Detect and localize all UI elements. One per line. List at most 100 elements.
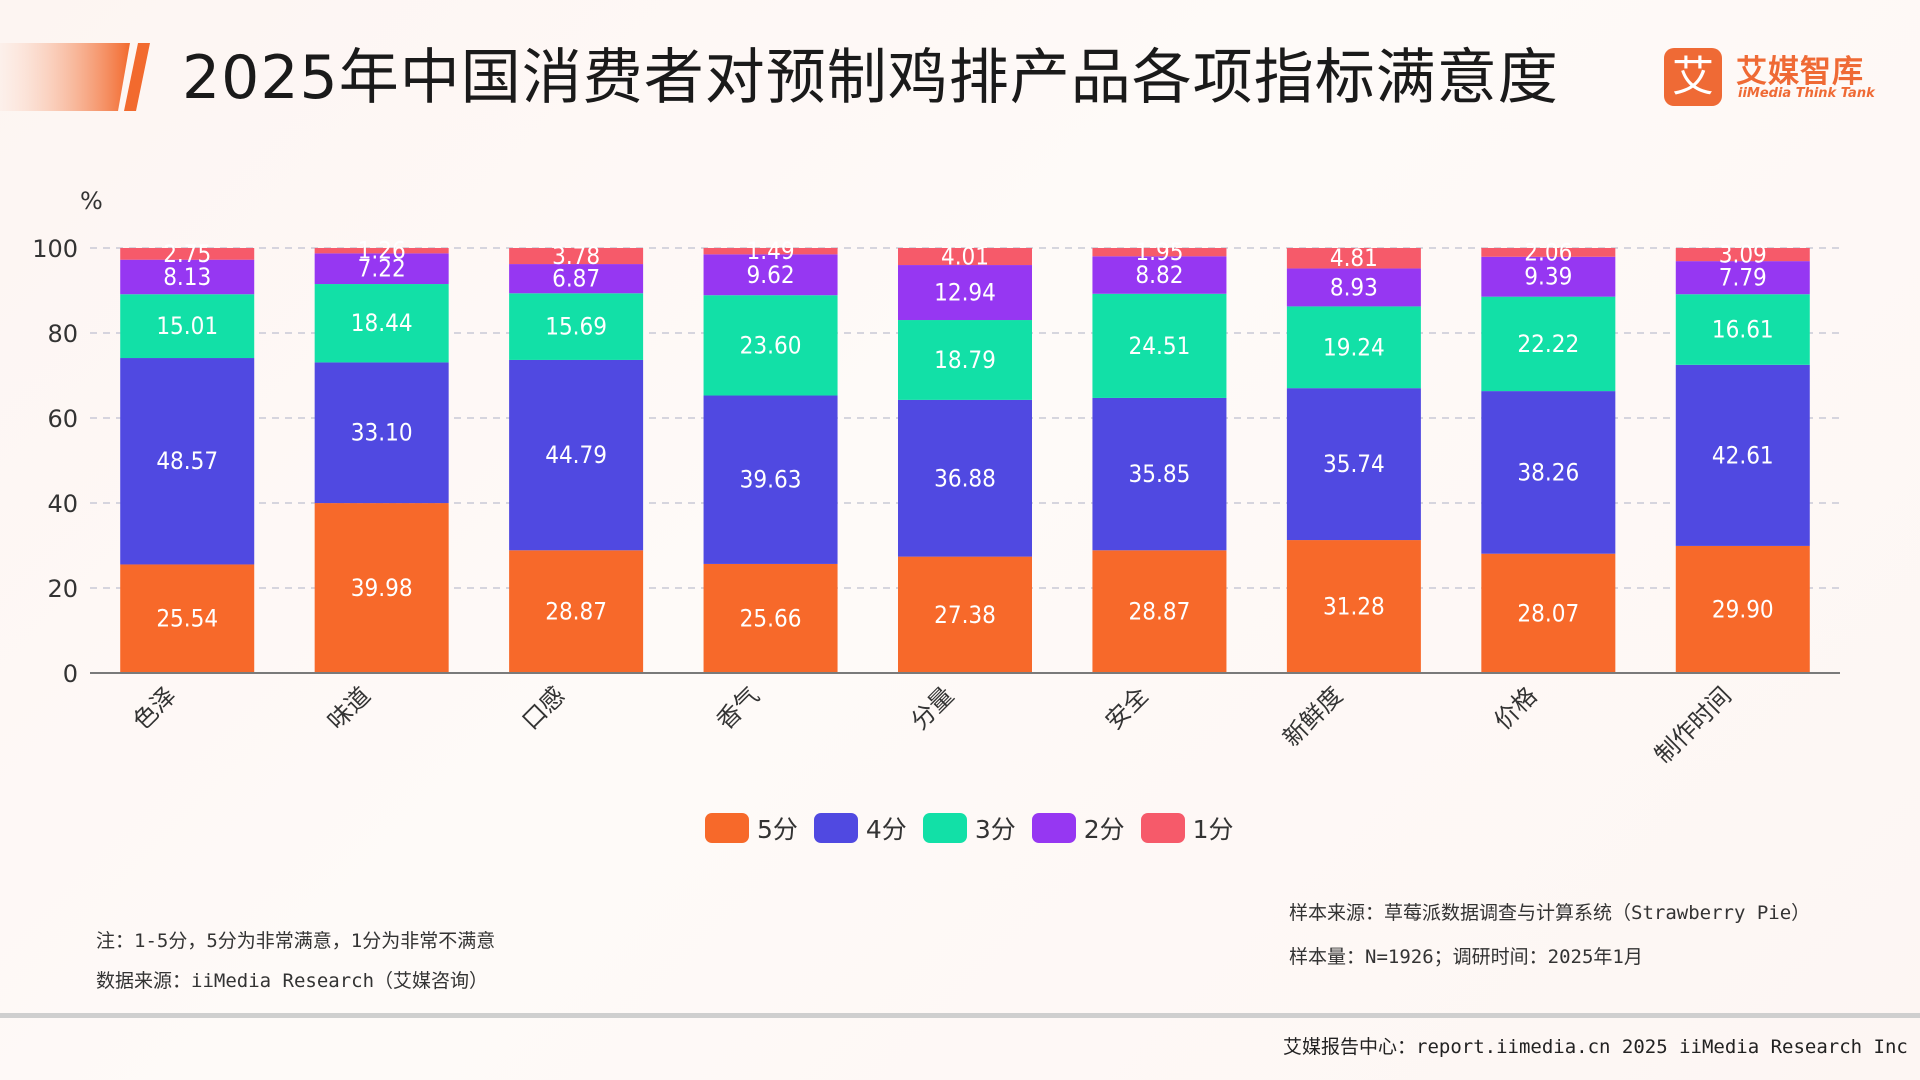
category-label: 分量 xyxy=(906,681,960,735)
legend-swatch xyxy=(922,813,967,843)
data-label: 9.39 xyxy=(1524,263,1572,291)
data-label: 3.78 xyxy=(552,242,600,270)
y-tick-label: 100 xyxy=(32,235,78,263)
bar-segment xyxy=(509,248,644,265)
iimedia-logo: 艾 艾媒智库 iiMedia Think Tank xyxy=(1664,46,1875,108)
bar-segment xyxy=(703,254,838,296)
data-label: 31.28 xyxy=(1323,593,1385,621)
legend-item: 4分 xyxy=(813,810,907,846)
data-label: 29.90 xyxy=(1712,595,1774,623)
bar-segment xyxy=(1675,261,1810,295)
bar-segment xyxy=(1286,388,1421,541)
data-label: 28.87 xyxy=(545,598,607,626)
logo-name: 艾媒智库 xyxy=(1736,54,1864,90)
bar-segment xyxy=(509,359,644,551)
legend-label: 2分 xyxy=(1083,815,1125,844)
bar-segment xyxy=(1286,540,1421,673)
bar-segment xyxy=(509,550,644,673)
legend-swatch xyxy=(1140,813,1185,843)
data-label: 1.49 xyxy=(747,237,795,265)
bar-segment xyxy=(1092,293,1227,398)
bar-segment xyxy=(120,248,255,260)
category-label: 价格 xyxy=(1489,681,1543,735)
data-label: 15.69 xyxy=(545,313,607,341)
bar-segment xyxy=(898,320,1032,400)
data-label: 15.01 xyxy=(156,312,218,340)
data-label: 18.44 xyxy=(351,309,413,337)
bar-segment xyxy=(1286,306,1421,389)
data-label: 44.79 xyxy=(545,441,607,469)
bar-segment xyxy=(1675,294,1810,365)
title-decoration xyxy=(0,43,150,111)
legend-swatch xyxy=(813,813,858,843)
data-label: 33.10 xyxy=(351,419,413,447)
legend-item: 2分 xyxy=(1031,810,1125,846)
bar-segment xyxy=(120,294,255,359)
data-label: 38.26 xyxy=(1517,458,1579,486)
data-label: 7.79 xyxy=(1719,264,1767,292)
bar-segment xyxy=(1092,550,1227,673)
legend-label: 1分 xyxy=(1192,815,1234,844)
data-label: 8.93 xyxy=(1330,273,1378,301)
bar-segment xyxy=(314,248,449,254)
bar-segment xyxy=(703,248,838,255)
scale-note: 注：1-5分，5分为非常满意，1分为非常不满意 xyxy=(96,930,496,952)
bar-segment xyxy=(1481,296,1616,392)
legend-label: 5分 xyxy=(757,815,798,844)
data-label: 22.22 xyxy=(1517,330,1579,358)
bar-segment xyxy=(703,295,838,396)
bar-segment xyxy=(314,284,449,363)
category-label: 味道 xyxy=(322,681,376,735)
data-label: 12.94 xyxy=(934,279,996,307)
y-tick-label: 20 xyxy=(47,575,78,603)
bar-segment xyxy=(898,556,1032,673)
data-label: 28.07 xyxy=(1517,599,1579,627)
bar-segment xyxy=(314,362,449,504)
data-label: 3.09 xyxy=(1719,241,1767,269)
data-label: 4.01 xyxy=(941,243,989,271)
y-tick-label: 60 xyxy=(47,405,78,433)
data-label: 1.26 xyxy=(358,237,406,265)
y-tick-label: 0 xyxy=(63,660,78,688)
category-label: 新鲜度 xyxy=(1277,681,1348,752)
bar-segment xyxy=(898,399,1032,557)
data-label: 25.66 xyxy=(740,604,802,632)
bar-segment xyxy=(898,265,1032,321)
y-axis-ticks: 0 20 40 60 80 100 xyxy=(32,235,78,688)
data-label: 18.79 xyxy=(934,346,996,374)
bar-segment xyxy=(1481,256,1616,297)
data-label: 39.98 xyxy=(351,574,413,602)
bar-segment xyxy=(1092,256,1227,294)
data-label: 42.61 xyxy=(1712,441,1774,469)
footer-text: 艾媒报告中心：report.iimedia.cn 2025 iiMedia Re… xyxy=(1283,1036,1908,1058)
sample-source-note: 样本来源：草莓派数据调查与计算系统（Strawberry Pie） xyxy=(1289,902,1811,924)
footer-divider xyxy=(0,1013,1920,1018)
category-label: 安全 xyxy=(1100,681,1154,735)
data-labels: 25.54 48.57 15.01 8.132.75 39.98 33.10 18.44 7.… xyxy=(156,237,1773,633)
data-label: 7.22 xyxy=(358,255,406,283)
chart-legend: 5分 4分 3分 2分 1分 xyxy=(705,811,1250,845)
bar-segment xyxy=(509,264,644,294)
bar-segment xyxy=(1286,248,1421,269)
data-label: 16.61 xyxy=(1712,316,1774,344)
page-title: 2025年中国消费者对预制鸡排产品各项指标满意度 xyxy=(182,43,1559,113)
bar-segment xyxy=(120,564,255,673)
bar-segment xyxy=(703,563,838,673)
data-label: 25.54 xyxy=(156,605,218,633)
y-tick-label: 80 xyxy=(47,320,78,348)
sample-size-note: 样本量：N=1926；调研时间：2025年1月 xyxy=(1289,946,1643,968)
bar-segment xyxy=(1481,391,1616,554)
legend-item: 1分 xyxy=(1140,810,1234,846)
category-label: 色泽 xyxy=(128,681,182,735)
category-label: 香气 xyxy=(711,681,765,735)
legend-item: 3分 xyxy=(922,810,1016,846)
data-label: 39.63 xyxy=(740,466,802,494)
data-label: 4.81 xyxy=(1330,244,1378,272)
data-label: 35.74 xyxy=(1323,450,1385,478)
data-label: 9.62 xyxy=(747,261,795,289)
data-label: 36.88 xyxy=(934,464,996,492)
bar-segment xyxy=(1675,248,1810,262)
data-label: 1.95 xyxy=(1135,238,1183,266)
bar-segment xyxy=(1481,248,1616,257)
bar-segment xyxy=(1481,553,1616,673)
